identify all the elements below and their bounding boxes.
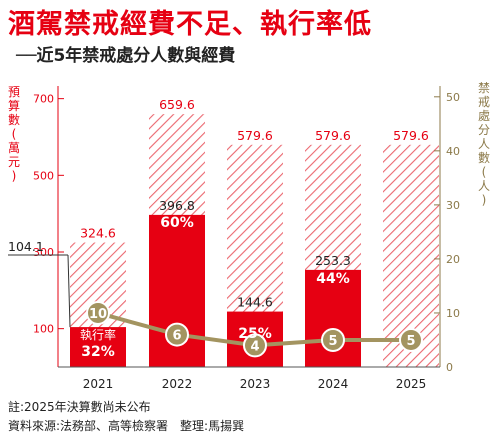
right-axis-tick-label: 0 (446, 361, 453, 374)
left-axis-label-char: 數 (8, 113, 20, 127)
budget-bar-label: 579.6 (315, 128, 351, 143)
rate-label: 25% (238, 326, 272, 342)
x-tick-label: 2025 (396, 377, 427, 391)
right-axis-tick-label: 10 (446, 307, 460, 320)
source-note: 資料來源:法務部、高等檢察署 整理:馬揚巽 (8, 419, 245, 433)
right-axis-label-char: 人 (478, 137, 490, 151)
left-axis-label-char: 萬 (8, 141, 20, 155)
left-axis-label-char: ( (12, 127, 17, 141)
budget-bar-label: 579.6 (393, 128, 429, 143)
right-axis-label-char: 禁 (478, 81, 490, 95)
right-axis-tick-label: 40 (446, 145, 460, 158)
executed-value-label: 144.6 (237, 295, 273, 310)
right-axis-label-char: ( (482, 165, 487, 179)
people-point (165, 322, 189, 347)
people-point-label: 5 (328, 334, 337, 349)
people-point-label: 6 (172, 329, 181, 344)
executed-bar (70, 327, 126, 367)
people-point (321, 327, 345, 352)
leader-line (67, 254, 71, 328)
footnote: 註:2025年決算數尚未公布 (8, 400, 151, 414)
right-axis-label-char: 戒 (478, 95, 490, 109)
left-axis-label-char: 算 (8, 98, 20, 113)
left-axis-tick-label: 500 (33, 169, 54, 182)
right-axis-tick-label: 30 (446, 199, 460, 212)
x-tick-label: 2021 (83, 377, 114, 391)
left-axis-label-char: 元 (8, 155, 20, 169)
x-tick-label: 2023 (240, 377, 271, 391)
budget-bar-label: 324.6 (80, 226, 116, 241)
people-point (86, 300, 110, 325)
people-point (243, 333, 267, 358)
right-axis-label-char: 分 (478, 123, 490, 137)
executed-value-label: 104.1 (8, 239, 44, 254)
rate-caption: 執行率 (80, 327, 116, 342)
right-axis-tick-label: 20 (446, 253, 460, 266)
people-point (399, 327, 423, 352)
rate-label: 32% (81, 344, 115, 360)
right-axis-label-char: 數 (478, 151, 490, 165)
chart-subtitle: ──近5年禁戒處分人數與經費 (16, 46, 236, 66)
people-point-label: 10 (89, 307, 107, 322)
right-axis-label-char: ) (482, 193, 487, 207)
left-axis-label-char: ) (12, 169, 17, 183)
right-axis-label-char: 人 (478, 179, 490, 193)
right-axis-tick-label: 50 (446, 91, 460, 104)
executed-value-label: 396.8 (159, 198, 195, 213)
x-tick-label: 2024 (318, 377, 349, 391)
executed-value-label: 253.3 (315, 253, 351, 268)
left-axis-label-char: 預 (8, 85, 20, 99)
chart-title: 酒駕禁戒經費不足、執行率低 (8, 9, 372, 40)
right-axis-label-char: 處 (478, 109, 490, 123)
left-axis-tick-label: 300 (33, 246, 54, 259)
rate-label: 60% (160, 215, 194, 231)
left-axis-tick-label: 100 (33, 323, 54, 336)
budget-bar-label: 659.6 (159, 97, 195, 112)
people-point-label: 4 (250, 339, 259, 354)
left-axis-tick-label: 700 (33, 93, 54, 106)
people-point-label: 5 (406, 334, 415, 349)
budget-bar-label: 579.6 (237, 128, 273, 143)
rate-label: 44% (316, 271, 350, 287)
x-tick-label: 2022 (162, 377, 193, 391)
